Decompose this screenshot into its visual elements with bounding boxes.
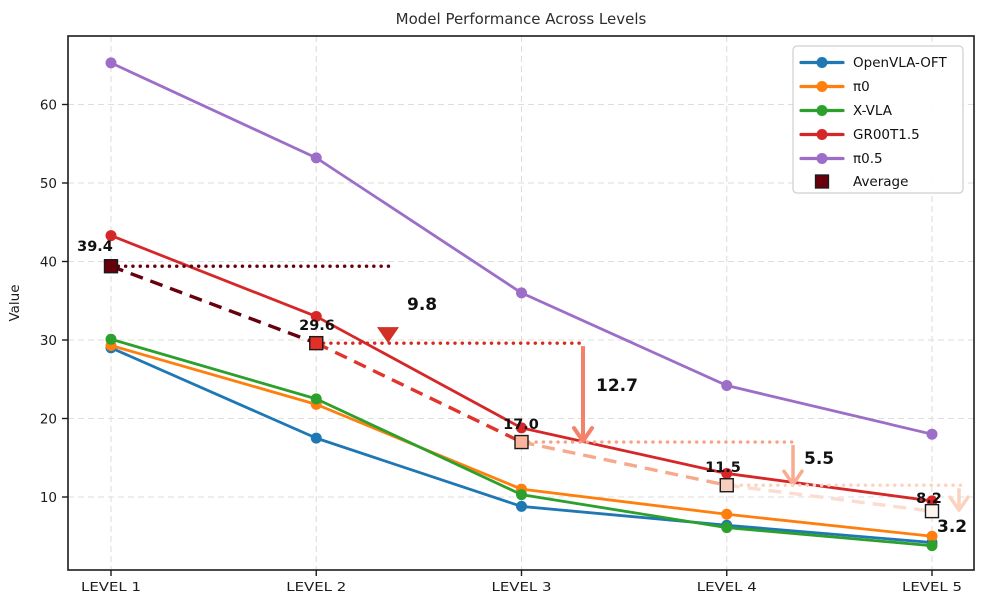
drop-value-label: 3.2 — [937, 517, 967, 537]
legend-swatch-marker — [816, 153, 828, 164]
data-point — [721, 508, 733, 520]
legend-item-label: X-VLA — [853, 103, 893, 119]
y-tick-label: 60 — [40, 98, 57, 114]
data-point — [310, 310, 322, 322]
drop-value-label: 5.5 — [804, 449, 834, 469]
legend-swatch-square — [814, 174, 830, 189]
legend-swatch-marker — [816, 129, 828, 140]
legend-item-label: OpenVLA-OFT — [853, 55, 947, 71]
x-tick-label: LEVEL 5 — [902, 579, 962, 594]
data-point — [721, 467, 733, 479]
drop-arrow-head — [948, 495, 970, 512]
data-point — [105, 230, 117, 242]
data-point — [516, 287, 527, 299]
average-marker — [309, 335, 324, 351]
data-point — [310, 432, 322, 444]
legend-item-label: π0.5 — [853, 151, 883, 167]
data-point — [721, 522, 733, 534]
data-point — [721, 380, 733, 392]
average-value-label: 39.4 — [77, 239, 113, 255]
average-marker — [924, 503, 940, 519]
x-tick-label: LEVEL 1 — [81, 579, 141, 594]
data-point — [310, 152, 322, 164]
data-point — [926, 495, 938, 507]
legend-box — [792, 45, 964, 194]
legend-item-label: GR00T1.5 — [853, 127, 920, 143]
data-point — [926, 530, 938, 542]
drop-value-label: 9.8 — [407, 295, 437, 315]
y-tick-label: 10 — [40, 490, 57, 506]
drop-value-label: 12.7 — [596, 376, 638, 396]
data-point — [926, 540, 938, 552]
y-axis-label: Value — [7, 284, 23, 321]
y-tick-label: 50 — [40, 176, 57, 192]
legend-swatch-marker — [816, 105, 828, 116]
drop-arrow-head — [572, 426, 594, 444]
average-value-label: 11.5 — [705, 460, 741, 476]
x-tick-label: LEVEL 3 — [492, 579, 552, 594]
legend-item-label: π0 — [853, 79, 870, 95]
data-point — [105, 57, 117, 69]
y-tick-label: 20 — [40, 412, 57, 428]
data-point — [516, 489, 527, 501]
average-line-segment — [315, 341, 523, 444]
chart-title: Model Performance Across Levels — [396, 10, 647, 28]
average-value-label: 17.0 — [503, 417, 539, 433]
average-marker — [514, 434, 529, 450]
average-line-segment — [110, 264, 317, 345]
average-value-label: 29.6 — [299, 318, 335, 334]
average-value-label: 8.2 — [916, 491, 942, 507]
x-tick-label: LEVEL 4 — [697, 579, 757, 594]
y-tick-label: 30 — [40, 333, 57, 349]
y-tick-label: 40 — [40, 255, 57, 271]
drop-arrow-head — [377, 327, 399, 344]
data-point — [310, 393, 322, 405]
average-marker — [719, 478, 734, 493]
data-point — [105, 333, 117, 345]
data-point — [516, 500, 527, 512]
average-line-segment — [726, 483, 933, 513]
legend-item-label: Average — [853, 174, 908, 190]
x-tick-label: LEVEL 2 — [286, 579, 346, 594]
average-line-segment — [521, 440, 728, 487]
data-point — [516, 422, 527, 434]
legend-swatch-marker — [816, 81, 828, 92]
legend-swatch-marker — [816, 57, 828, 68]
average-marker — [103, 259, 119, 274]
data-point — [926, 428, 938, 440]
